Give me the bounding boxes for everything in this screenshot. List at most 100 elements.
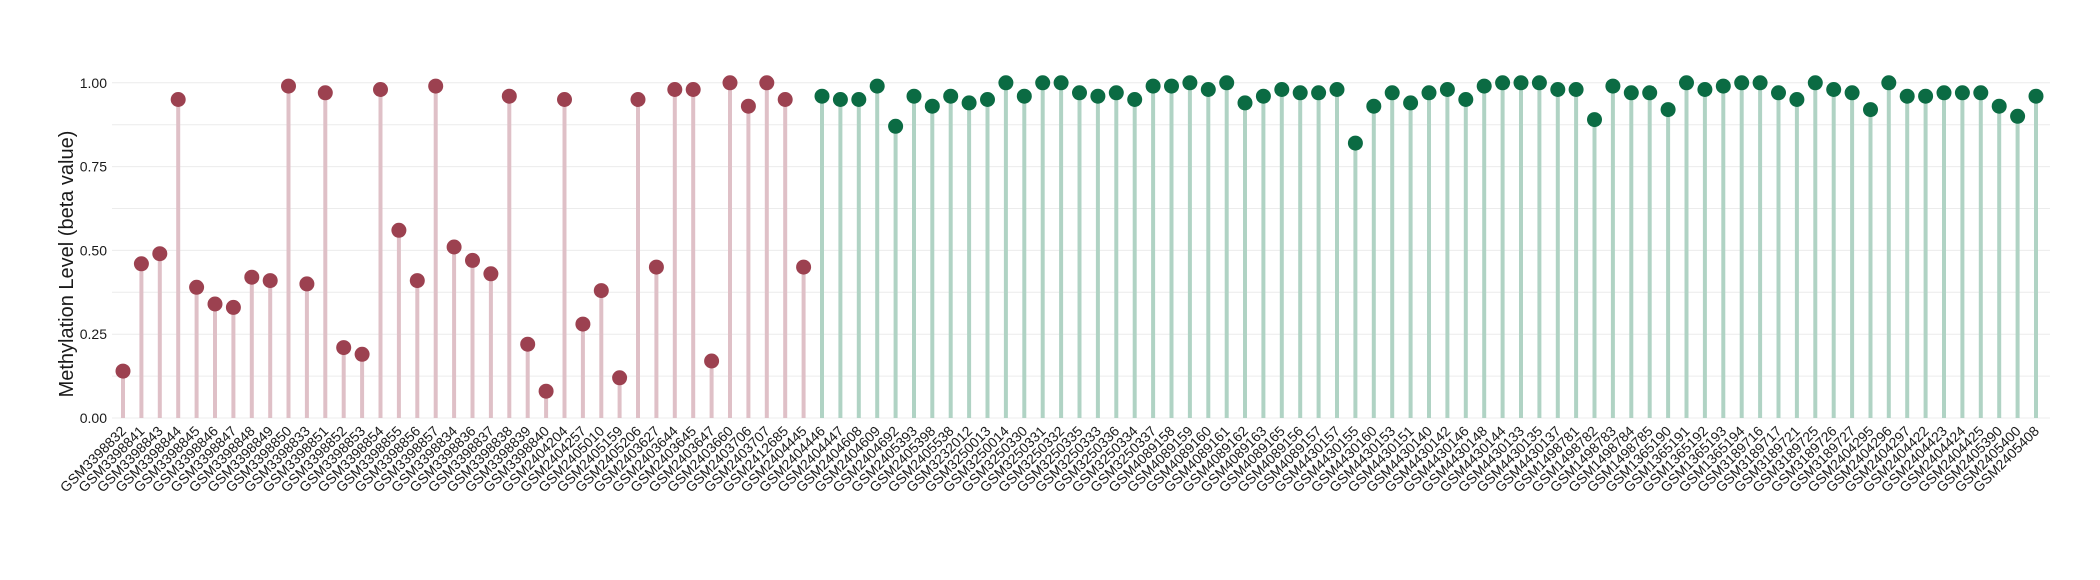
lollipop-point — [1715, 78, 1731, 94]
lollipop-point — [299, 276, 315, 292]
y-tick-label: 0.75 — [80, 159, 107, 175]
lollipop-point — [1660, 102, 1676, 118]
lollipop-point — [317, 85, 333, 101]
lollipop-point — [428, 78, 444, 94]
lollipop-point — [465, 252, 480, 268]
lollipop-point — [998, 75, 1014, 91]
lollipop-stems — [121, 82, 2038, 418]
lollipop-point — [446, 239, 462, 255]
lollipop-point — [1053, 75, 1069, 91]
lollipop-point — [869, 78, 885, 94]
lollipop-point — [685, 82, 701, 97]
x-axis-ticks: GSM3398832GSM3398841GSM3398843GSM3398844… — [57, 423, 2043, 496]
lollipop-point — [1936, 85, 1952, 101]
lollipop-point — [1311, 85, 1327, 101]
lollipop-point — [1421, 85, 1437, 101]
lollipop-point — [1476, 78, 1492, 94]
lollipop-point — [1568, 82, 1584, 97]
lollipop-point — [1200, 82, 1216, 97]
lollipop-point — [133, 256, 149, 272]
lollipop-point — [722, 75, 738, 91]
lollipop-point — [1587, 112, 1602, 128]
lollipop-point — [1016, 88, 1032, 104]
lollipop-point — [1771, 85, 1786, 101]
lollipop-point — [1145, 78, 1161, 94]
y-tick-label: 1.00 — [80, 75, 107, 91]
lollipop-point — [1789, 92, 1805, 107]
y-tick-label: 0.00 — [80, 410, 107, 426]
lollipop-point — [557, 92, 572, 107]
lollipop-point — [207, 296, 223, 312]
lollipop-point — [1458, 92, 1474, 107]
lollipop-point — [1439, 82, 1455, 97]
lollipop-point — [391, 222, 407, 238]
lollipop-point — [170, 92, 186, 107]
lollipop-point — [520, 336, 536, 352]
lollipop-point — [1035, 75, 1051, 91]
lollipop-point — [1918, 88, 1934, 104]
lollipop-point — [281, 78, 296, 94]
lollipop-point — [593, 283, 609, 299]
lollipop-point — [1072, 85, 1087, 101]
lollipop-point — [1550, 82, 1566, 97]
lollipop-point — [2028, 88, 2044, 104]
lollipop-point — [1384, 85, 1400, 101]
lollipop-points — [115, 75, 2044, 399]
lollipop-point — [538, 383, 554, 399]
lollipop-point — [1237, 95, 1253, 111]
lollipop-point — [501, 88, 517, 104]
lollipop-point — [1826, 82, 1842, 97]
lollipop-point — [980, 92, 995, 107]
lollipop-point — [152, 246, 168, 262]
lollipop-point — [1973, 85, 1989, 101]
lollipop-point — [115, 363, 131, 379]
lollipop-point — [189, 279, 205, 295]
lollipop-point — [1881, 75, 1897, 91]
lollipop-point — [354, 346, 370, 362]
lollipop-point — [906, 88, 922, 104]
y-tick-label: 0.50 — [80, 242, 107, 258]
y-tick-label: 0.25 — [80, 326, 107, 342]
lollipop-point — [1863, 102, 1878, 118]
lollipop-point — [1954, 85, 1970, 101]
lollipop-point — [1605, 78, 1621, 94]
lollipop-point — [832, 92, 848, 107]
lollipop-point — [648, 259, 664, 275]
lollipop-point — [1164, 78, 1179, 94]
lollipop-point — [1274, 82, 1290, 97]
lollipop-point — [1182, 75, 1198, 91]
lollipop-point — [630, 92, 646, 107]
lollipop-point — [336, 340, 352, 356]
lollipop-point — [1752, 75, 1768, 91]
lollipop-point — [1531, 75, 1547, 91]
y-axis-ticks: 0.00 0.25 0.50 0.75 1.00 — [80, 75, 107, 426]
lollipop-point — [1127, 92, 1143, 107]
lollipop-point — [814, 88, 830, 104]
lollipop-point — [483, 266, 499, 282]
lollipop-point — [924, 98, 940, 114]
lollipop-point — [667, 82, 683, 97]
lollipop-point — [1108, 85, 1124, 101]
lollipop-point — [1844, 85, 1860, 101]
lollipop-point — [575, 316, 591, 332]
lollipop-point — [1807, 75, 1823, 91]
lollipop-point — [262, 273, 278, 289]
lollipop-point — [1219, 75, 1235, 91]
lollipop-point — [1513, 75, 1529, 91]
lollipop-point — [2010, 108, 2026, 124]
lollipop-point — [777, 92, 793, 107]
lollipop-point — [1495, 75, 1511, 91]
lollipop-point — [1697, 82, 1713, 97]
lollipop-point — [1403, 95, 1419, 111]
lollipop-point — [704, 353, 720, 369]
lollipop-point — [1734, 75, 1750, 91]
lollipop-point — [1642, 85, 1658, 101]
lollipop-point — [244, 269, 260, 285]
y-axis-title: Methylation Level (beta value) — [56, 131, 78, 398]
lollipop-point — [1090, 88, 1106, 104]
lollipop-point — [759, 75, 775, 91]
lollipop-point — [1899, 88, 1915, 104]
lollipop-point — [1623, 85, 1639, 101]
lollipop-point — [1292, 85, 1308, 101]
